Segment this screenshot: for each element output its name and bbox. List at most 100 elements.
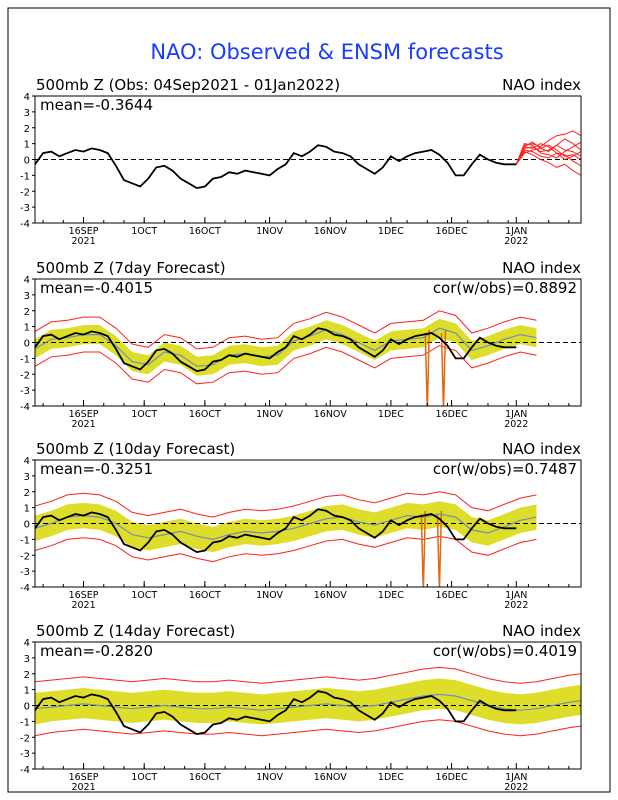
x-tick-label: 16NOV bbox=[314, 226, 348, 237]
x-tick-label: 1JAN bbox=[505, 590, 527, 601]
y-tick-label: -3 bbox=[20, 749, 30, 760]
panel-right-title: NAO index bbox=[502, 259, 581, 277]
x-tick-label: 1NOV bbox=[256, 409, 283, 420]
observed-nao-line bbox=[35, 690, 517, 736]
x-tick-label: 16NOV bbox=[314, 590, 348, 601]
ensemble-mean-line bbox=[35, 513, 537, 541]
x-tick-label: 16SEP bbox=[69, 226, 99, 237]
correlation-label: cor(w/obs)=0.7487 bbox=[433, 460, 577, 478]
y-tick-label: 1 bbox=[24, 686, 30, 697]
ensemble-member-1 bbox=[515, 138, 581, 165]
forecast-drop-1 bbox=[424, 329, 431, 406]
y-tick-label: 4 bbox=[24, 456, 30, 467]
nao-panel-3: 500mb Z (10day Forecast) NAO index 4 3 2 1 0 -1… bbox=[20, 440, 582, 611]
x-tick-year: 2021 bbox=[71, 419, 95, 430]
y-tick-label: -1 bbox=[20, 717, 30, 728]
x-tick-year: 2021 bbox=[71, 600, 95, 611]
correlation-label: cor(w/obs)=0.8892 bbox=[433, 279, 577, 297]
y-tick-label: 0 bbox=[24, 339, 30, 350]
x-tick-label: 1DEC bbox=[378, 409, 404, 420]
ensemble-member-6 bbox=[515, 141, 581, 165]
ensemble-member-4 bbox=[515, 150, 581, 176]
envelope-lower-line bbox=[35, 535, 537, 563]
x-tick-label: 1DEC bbox=[378, 590, 404, 601]
x-tick-year: 2021 bbox=[71, 236, 95, 247]
nao-panel-4: 500mb Z (14day Forecast) NAO index 4 3 2 1 0 -1… bbox=[20, 622, 582, 793]
y-tick-label: -4 bbox=[20, 219, 30, 230]
envelope-upper-line bbox=[35, 666, 581, 684]
panel-left-title: 500mb Z (10day Forecast) bbox=[36, 440, 235, 458]
figure-frame bbox=[7, 7, 611, 793]
panel-right-title: NAO index bbox=[502, 622, 581, 640]
envelope-lower-line bbox=[35, 719, 581, 737]
y-tick-label: 0 bbox=[24, 156, 30, 167]
ensemble-member-5 bbox=[515, 144, 581, 165]
x-tick-label: 1NOV bbox=[256, 226, 283, 237]
mean-label: mean=-0.4015 bbox=[40, 279, 153, 297]
ensemble-member-2 bbox=[515, 149, 581, 167]
y-tick-label: 2 bbox=[24, 307, 30, 318]
y-tick-label: 3 bbox=[24, 654, 30, 665]
ensemble-member-7 bbox=[515, 144, 581, 165]
forecast-drop-2 bbox=[440, 329, 447, 406]
plot-area bbox=[35, 666, 581, 737]
y-tick-label: -3 bbox=[20, 386, 30, 397]
panel-right-title: NAO index bbox=[502, 76, 581, 94]
x-tick-label: 16NOV bbox=[314, 772, 348, 783]
x-tick-label: 16SEP bbox=[69, 409, 99, 420]
plot-area bbox=[35, 130, 581, 190]
x-tick-label: 16NOV bbox=[314, 409, 348, 420]
ensemble-spread-band bbox=[35, 501, 537, 553]
x-tick-label: 1OCT bbox=[131, 772, 157, 783]
x-tick-label: 16DEC bbox=[436, 590, 468, 601]
y-tick-label: 2 bbox=[24, 488, 30, 499]
x-tick-label: 1JAN bbox=[505, 409, 527, 420]
x-tick-label: 1NOV bbox=[256, 772, 283, 783]
y-tick-label: 0 bbox=[24, 520, 30, 531]
y-tick-label: -2 bbox=[20, 187, 30, 198]
y-tick-label: 3 bbox=[24, 472, 30, 483]
panel-right-title: NAO index bbox=[502, 440, 581, 458]
y-tick-label: 4 bbox=[24, 92, 30, 103]
envelope-lower-line bbox=[35, 345, 537, 385]
y-tick-label: -1 bbox=[20, 535, 30, 546]
x-tick-label: 1OCT bbox=[131, 226, 157, 237]
y-tick-label: 1 bbox=[24, 504, 30, 515]
ensemble-member-8 bbox=[515, 143, 581, 165]
plot-area bbox=[35, 491, 581, 587]
main-title: NAO: Observed & ENSM forecasts bbox=[150, 40, 503, 64]
envelope-upper-line bbox=[35, 310, 537, 350]
x-tick-label: 16SEP bbox=[69, 772, 99, 783]
observed-nao-line bbox=[35, 144, 517, 190]
y-tick-label: -4 bbox=[20, 583, 30, 594]
plot-area bbox=[35, 310, 581, 406]
ensemble-member-3 bbox=[515, 130, 581, 165]
envelope-upper-line bbox=[35, 491, 537, 518]
correlation-label: cor(w/obs)=0.4019 bbox=[433, 642, 577, 660]
y-tick-label: -3 bbox=[20, 203, 30, 214]
x-tick-label: 1JAN bbox=[505, 226, 527, 237]
y-tick-label: -2 bbox=[20, 733, 30, 744]
forecast-drop-2 bbox=[436, 510, 443, 587]
x-tick-year: 2022 bbox=[504, 236, 528, 247]
x-tick-label: 16DEC bbox=[436, 226, 468, 237]
nao-panel-1: 500mb Z (Obs: 04Sep2021 - 01Jan2022) NAO … bbox=[20, 76, 582, 247]
y-tick-label: -2 bbox=[20, 370, 30, 381]
observed-nao-line bbox=[35, 327, 517, 373]
x-tick-label: 1OCT bbox=[131, 409, 157, 420]
x-tick-label: 1DEC bbox=[378, 226, 404, 237]
y-tick-label: 3 bbox=[24, 291, 30, 302]
x-tick-label: 16SEP bbox=[69, 590, 99, 601]
y-tick-label: 4 bbox=[24, 275, 30, 286]
mean-label: mean=-0.3251 bbox=[40, 460, 153, 478]
x-tick-label: 1JAN bbox=[505, 772, 527, 783]
x-tick-year: 2022 bbox=[504, 600, 528, 611]
x-tick-year: 2022 bbox=[504, 419, 528, 430]
y-tick-label: 0 bbox=[24, 702, 30, 713]
mean-label: mean=-0.3644 bbox=[40, 96, 153, 114]
y-tick-label: 3 bbox=[24, 108, 30, 119]
ensemble-spread-band bbox=[35, 678, 581, 725]
y-tick-label: 2 bbox=[24, 670, 30, 681]
x-tick-label: 16OCT bbox=[189, 409, 221, 420]
